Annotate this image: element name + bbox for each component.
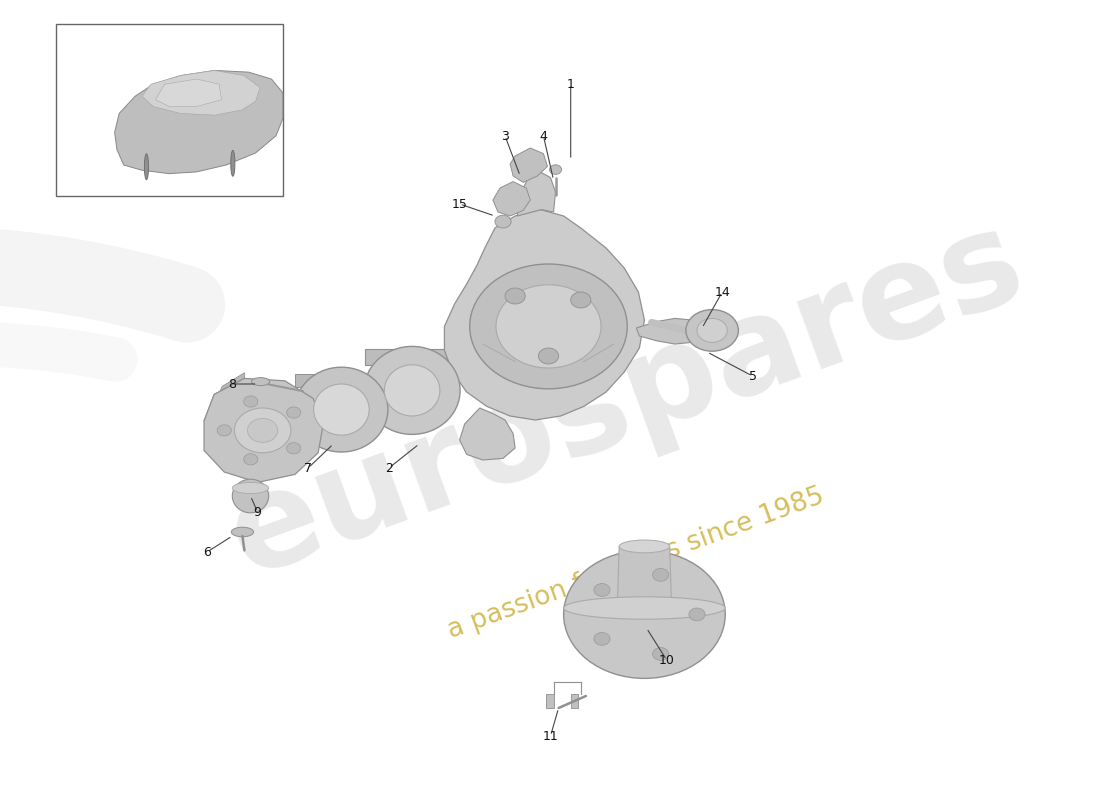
Ellipse shape (231, 150, 235, 176)
Text: 7: 7 (304, 462, 312, 474)
Polygon shape (460, 408, 515, 460)
Text: eurospares: eurospares (212, 198, 1041, 602)
Ellipse shape (384, 365, 440, 416)
Polygon shape (637, 318, 707, 344)
Ellipse shape (563, 597, 725, 619)
Polygon shape (295, 374, 388, 387)
Circle shape (244, 454, 257, 465)
Circle shape (594, 633, 610, 646)
Circle shape (217, 425, 231, 436)
Polygon shape (547, 694, 553, 708)
Text: 14: 14 (714, 286, 730, 298)
Ellipse shape (232, 479, 268, 513)
Polygon shape (571, 694, 578, 708)
Circle shape (697, 318, 727, 342)
Circle shape (594, 583, 610, 596)
Circle shape (496, 285, 601, 368)
Text: 10: 10 (659, 654, 674, 666)
Circle shape (571, 292, 591, 308)
Circle shape (685, 310, 738, 351)
Text: 9: 9 (254, 506, 262, 518)
Ellipse shape (232, 482, 268, 494)
Circle shape (470, 264, 627, 389)
Circle shape (495, 215, 512, 228)
Polygon shape (510, 148, 548, 182)
Circle shape (287, 407, 300, 418)
Text: a passion for parts since 1985: a passion for parts since 1985 (444, 483, 828, 645)
Text: 1: 1 (566, 78, 574, 90)
Circle shape (563, 550, 725, 678)
Ellipse shape (231, 527, 253, 537)
Circle shape (234, 408, 290, 453)
Text: 15: 15 (452, 198, 468, 210)
Circle shape (689, 608, 705, 621)
Text: 6: 6 (204, 546, 211, 558)
Polygon shape (444, 210, 645, 420)
Polygon shape (364, 349, 460, 365)
Circle shape (248, 418, 278, 442)
Ellipse shape (364, 346, 460, 434)
Circle shape (244, 396, 257, 407)
Polygon shape (142, 70, 260, 115)
Circle shape (652, 647, 669, 660)
Polygon shape (517, 172, 556, 216)
Text: 8: 8 (229, 378, 236, 390)
Text: 2: 2 (385, 462, 393, 474)
Bar (56, 24, 283, 196)
Polygon shape (493, 182, 530, 216)
Polygon shape (204, 378, 323, 482)
Polygon shape (204, 373, 244, 434)
Polygon shape (617, 546, 672, 610)
Ellipse shape (252, 378, 270, 386)
Text: 11: 11 (542, 730, 559, 742)
Ellipse shape (619, 540, 670, 553)
Text: 3: 3 (502, 130, 509, 142)
Text: 5: 5 (748, 370, 757, 382)
Polygon shape (155, 79, 221, 106)
Ellipse shape (314, 384, 370, 435)
Ellipse shape (295, 367, 388, 452)
Circle shape (538, 348, 559, 364)
Text: 4: 4 (539, 130, 548, 142)
Polygon shape (114, 70, 283, 174)
Circle shape (287, 442, 300, 454)
Circle shape (505, 288, 525, 304)
Circle shape (652, 569, 669, 582)
Circle shape (550, 165, 562, 174)
Ellipse shape (144, 154, 148, 180)
